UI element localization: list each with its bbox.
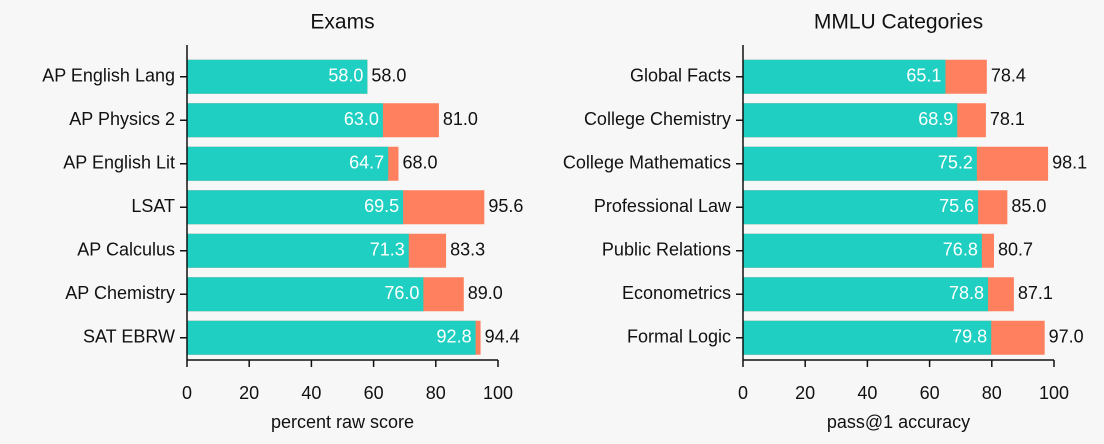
y-tick-label: AP English Lit [63,153,175,173]
value-label: 94.4 [485,327,520,347]
x-axis-label: percent raw score [271,412,414,432]
x-tick-label: 80 [982,383,1002,403]
bar [743,277,989,312]
x-tick-label: 80 [426,383,446,403]
bar [743,320,992,355]
value-label: 71.3 [370,240,405,260]
value-label: 89.0 [468,283,503,303]
bar [187,233,409,268]
y-tick-label: AP Calculus [77,240,175,260]
x-tick-label: 40 [857,383,877,403]
value-label: 85.0 [1011,196,1046,216]
bar [187,277,424,312]
value-label: 76.8 [943,240,978,260]
bar [743,190,979,225]
value-label: 92.8 [437,327,472,347]
y-tick-label: SAT EBRW [83,327,175,347]
value-label: 80.7 [998,240,1033,260]
value-label: 78.4 [991,66,1026,86]
bar [743,103,958,138]
value-label: 95.6 [488,196,523,216]
bar [187,146,389,181]
chart-title: Exams [310,11,374,34]
x-tick-label: 60 [364,383,384,403]
value-label: 83.3 [450,240,485,260]
bar [187,103,383,138]
x-tick-label: 40 [301,383,321,403]
value-label: 97.0 [1049,327,1084,347]
value-label: 68.9 [918,109,953,129]
bar [743,146,977,181]
chart-title: MMLU Categories [814,11,983,34]
y-tick-label: College Mathematics [563,153,731,173]
value-label: 87.1 [1018,283,1053,303]
value-label: 63.0 [344,109,379,129]
y-tick-label: AP English Lang [42,66,175,86]
value-label: 58.0 [328,66,363,86]
value-label: 68.0 [402,153,437,173]
y-tick-label: Econometrics [622,283,731,303]
y-tick-label: AP Chemistry [65,283,175,303]
y-tick-label: LSAT [131,196,175,216]
value-label: 75.2 [938,153,973,173]
y-tick-label: Formal Logic [627,327,731,347]
x-tick-label: 60 [920,383,940,403]
y-tick-label: AP Physics 2 [69,109,175,129]
x-tick-label: 100 [1039,383,1069,403]
value-label: 81.0 [443,109,478,129]
value-label: 98.1 [1052,153,1087,173]
y-tick-label: Professional Law [594,196,732,216]
x-tick-label: 100 [483,383,513,403]
value-label: 69.5 [364,196,399,216]
value-label: 58.0 [371,66,406,86]
x-tick-label: 20 [795,383,815,403]
y-tick-label: College Chemistry [584,109,731,129]
bar [187,59,368,94]
y-tick-label: Global Facts [630,66,731,86]
value-label: 78.1 [990,109,1025,129]
bar [187,190,404,225]
bar [743,233,982,268]
x-tick-label: 0 [738,383,748,403]
value-label: 64.7 [349,153,384,173]
bar [187,320,476,355]
value-label: 79.8 [952,327,987,347]
x-tick-label: 20 [239,383,259,403]
bar [743,59,946,94]
x-tick-label: 0 [182,383,192,403]
x-axis-label: pass@1 accuracy [827,412,970,432]
value-label: 65.1 [906,66,941,86]
y-tick-label: Public Relations [602,240,731,260]
value-label: 78.8 [949,283,984,303]
value-label: 75.6 [939,196,974,216]
value-label: 76.0 [384,283,419,303]
